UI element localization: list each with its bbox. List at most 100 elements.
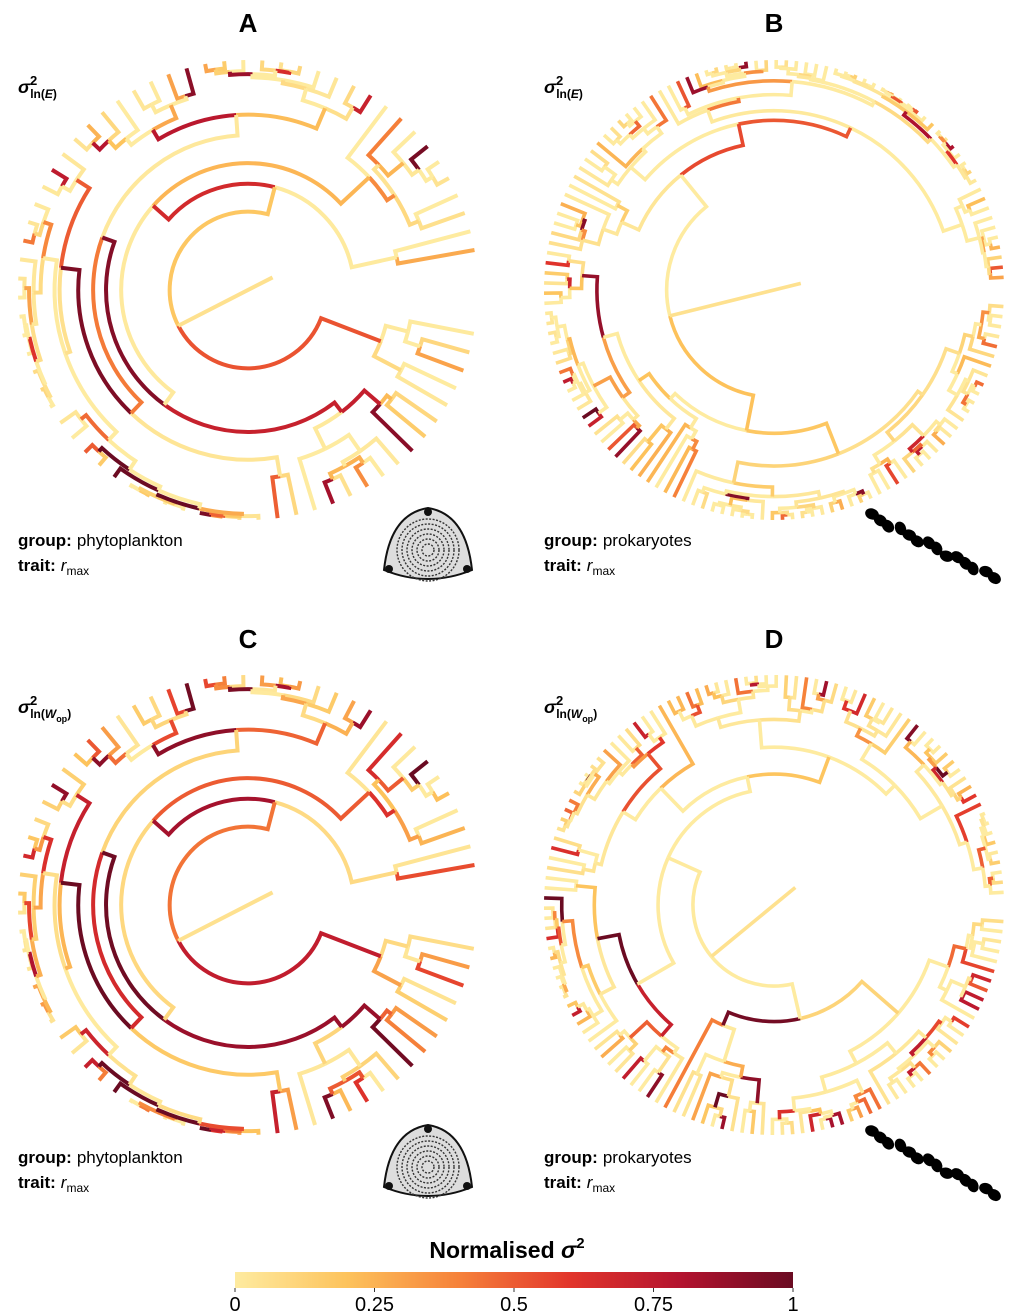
branch [353, 710, 371, 727]
tree [18, 60, 474, 520]
branch [989, 852, 998, 859]
branch [216, 676, 225, 684]
branch [970, 208, 989, 215]
trait-subscript: max [592, 564, 615, 578]
trait-text: trait:rmax [544, 556, 615, 578]
branch [23, 234, 34, 243]
subscript-sub: op [582, 714, 593, 724]
branch [345, 701, 354, 723]
figure: Aσ2ln(E)group:phytoplanktontrait:rmaxBσ2… [0, 0, 1014, 1314]
branch [983, 939, 1001, 944]
branch [968, 198, 985, 210]
branch [637, 858, 673, 984]
branch [711, 957, 800, 1019]
branch [990, 859, 1000, 864]
branch [242, 1131, 259, 1135]
branch [579, 850, 598, 863]
subscript-sub: op [56, 714, 67, 724]
branch [551, 230, 581, 240]
diatom-pore [463, 565, 471, 573]
branch [299, 1064, 325, 1125]
branch [185, 68, 193, 96]
branch [102, 112, 118, 140]
branch [622, 175, 681, 230]
branch [325, 1094, 333, 1119]
branch [930, 1047, 935, 1055]
trait-text: trait:rmax [18, 556, 89, 578]
branch [772, 513, 779, 520]
tree [544, 60, 1004, 520]
branch [961, 795, 976, 802]
branch [746, 677, 752, 684]
branch [718, 718, 760, 727]
page: {"panels": [ {"letter": "A", "variable":… [0, 0, 1014, 1314]
panel-letter: A [239, 8, 258, 38]
subscript: ln( [30, 87, 45, 101]
branch [875, 703, 884, 721]
diatom-outline [384, 508, 472, 579]
branch [178, 892, 272, 940]
branch [276, 686, 290, 688]
branch [648, 425, 666, 441]
branch [23, 849, 34, 858]
branch [353, 95, 371, 112]
trait-label: trait: [18, 1173, 56, 1192]
branch [759, 711, 800, 721]
branch [61, 795, 90, 883]
branch [18, 903, 24, 913]
branch [374, 341, 401, 370]
branch [723, 1012, 800, 1025]
branch [712, 67, 717, 73]
branch [747, 514, 752, 519]
branch [544, 913, 553, 918]
trait-subscript: max [592, 1181, 615, 1195]
branch [85, 1060, 99, 1067]
branch [907, 725, 918, 741]
branch [405, 332, 420, 347]
branch [61, 180, 90, 268]
branch [568, 1002, 578, 1006]
branch [687, 692, 697, 707]
colorbar-tick-label: 0.5 [500, 1294, 528, 1314]
branch [982, 944, 999, 952]
branch [984, 827, 992, 834]
branch [611, 128, 620, 140]
subscript: ln( [556, 707, 571, 721]
branch [916, 455, 923, 466]
branch [630, 1022, 661, 1038]
branch [35, 204, 48, 222]
branch [988, 257, 1002, 266]
branch [397, 865, 475, 879]
branch [569, 261, 584, 276]
diatom-icon [384, 1125, 472, 1198]
group-label: group: [544, 531, 598, 550]
branch [697, 1055, 724, 1074]
branch [762, 60, 767, 70]
branch [819, 681, 827, 695]
branch [433, 177, 449, 185]
branch [990, 320, 1001, 327]
branch [121, 821, 173, 1020]
branch [549, 240, 583, 249]
branch [934, 431, 945, 444]
title-text: Normalised [429, 1237, 561, 1263]
branch [963, 992, 983, 1000]
branch [988, 266, 990, 273]
branch [420, 339, 469, 352]
branch [826, 1118, 833, 1128]
branch [959, 786, 971, 797]
branch [719, 505, 724, 514]
group-value: prokaryotes [603, 531, 692, 550]
branch [904, 452, 914, 472]
branch [982, 920, 1003, 925]
branch [35, 819, 48, 837]
branch [849, 494, 856, 506]
branch [968, 370, 987, 381]
superscript: 2 [556, 73, 563, 88]
branch [333, 475, 351, 495]
branch [990, 273, 1003, 278]
branch [551, 848, 578, 855]
branch [942, 1018, 952, 1024]
branch [948, 395, 963, 420]
